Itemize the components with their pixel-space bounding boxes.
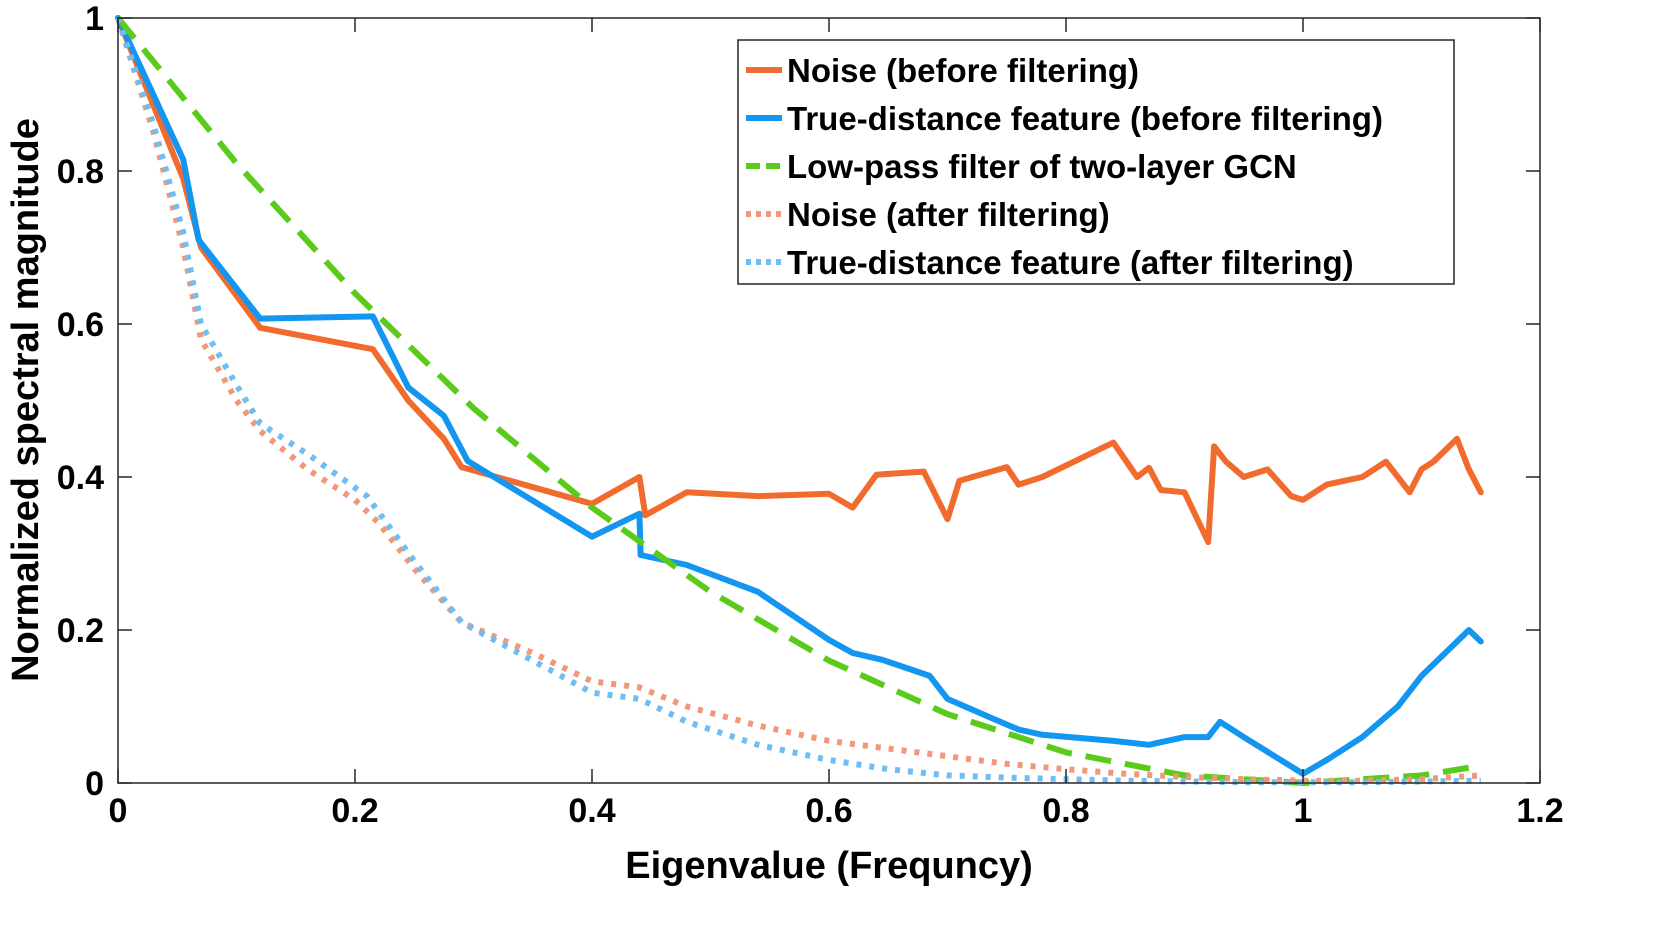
series-line-true-distance-feature-before-filtering [115, 15, 1484, 777]
y-tick-label: 0.4 [57, 459, 104, 497]
legend-item-true-distance-feature-before-filtering: True-distance feature (before filtering) [746, 100, 1383, 137]
x-tick-label: 0 [109, 792, 128, 830]
y-tick-label: 0 [85, 765, 104, 803]
legend-label: True-distance feature (after filtering) [787, 244, 1354, 281]
legend-label: Noise (after filtering) [787, 196, 1110, 233]
tick-layer: 0 0.2 0.4 0.6 0.8 1 1.2 0 0.2 0.4 0.6 0.8 1 [57, 0, 1564, 830]
x-axis-title: Eigenvalue (Frequncy) [625, 845, 1033, 887]
x-tick-label: 1 [1294, 792, 1313, 830]
x-tick-label: 0.6 [805, 792, 852, 830]
y-tick-label: 0.6 [57, 306, 104, 344]
series-line-noise-after-filtering [115, 17, 1481, 784]
series-true-distance-feature-after-filtering [115, 17, 1481, 786]
series-line-noise-before-filtering [115, 15, 1484, 545]
x-tick-label: 1.2 [1516, 792, 1563, 830]
legend-item-true-distance-feature-after-filtering: True-distance feature (after filtering) [746, 244, 1354, 281]
series-layer [115, 15, 1484, 786]
series-true-distance-feature-before-filtering [115, 15, 1484, 777]
series-noise-before-filtering [115, 15, 1484, 545]
y-tick-label: 0.8 [57, 153, 104, 191]
legend-label: True-distance feature (before filtering) [787, 100, 1383, 137]
legend-label: Low-pass filter of two-layer GCN [787, 148, 1297, 185]
x-tick-label: 0.2 [331, 792, 378, 830]
series-noise-after-filtering [115, 17, 1481, 784]
legend: Noise (before filtering) True-distance fe… [737, 39, 1455, 285]
series-line-true-distance-feature-after-filtering [115, 17, 1481, 786]
legend-box [737, 39, 1455, 285]
x-tick-label: 0.8 [1042, 792, 1089, 830]
legend-item-noise-after-filtering: Noise (after filtering) [746, 196, 1110, 233]
y-axis-title: Normalized spectral magnitude [5, 118, 47, 682]
x-tick-label: 0.4 [568, 792, 615, 830]
y-tick-label: 0.2 [57, 612, 104, 650]
y-tick-label: 1 [85, 0, 104, 38]
legend-label: Noise (before filtering) [787, 52, 1139, 89]
legend-item-low-pass-filter-of-two-layer-gcn: Low-pass filter of two-layer GCN [746, 148, 1297, 185]
legend-item-noise-before-filtering: Noise (before filtering) [746, 52, 1139, 89]
